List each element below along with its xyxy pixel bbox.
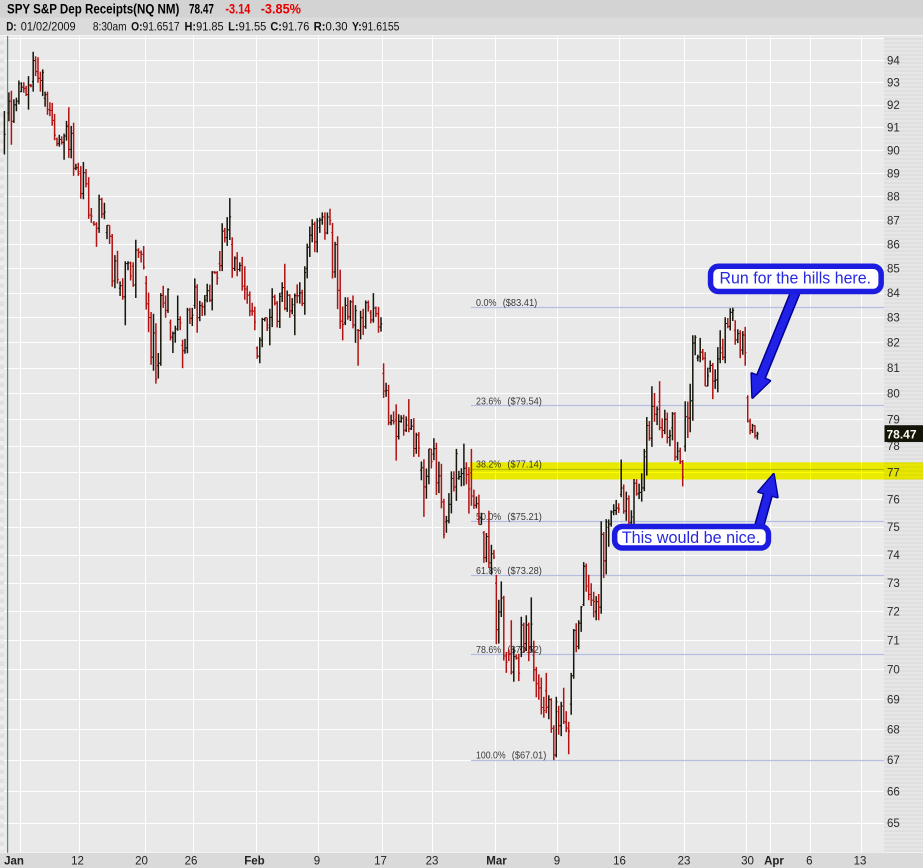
svg-text:84: 84 (887, 288, 900, 300)
svg-text:Feb: Feb (244, 856, 264, 868)
svg-text:C:91.76: C:91.76 (270, 19, 309, 33)
svg-text:This would be nice.: This would be nice. (622, 529, 761, 547)
svg-text:74: 74 (887, 550, 900, 562)
svg-text:Y:91.6155: Y:91.6155 (352, 19, 400, 33)
svg-text:85: 85 (887, 263, 900, 275)
svg-text:94: 94 (887, 55, 900, 67)
svg-text:9: 9 (314, 856, 320, 868)
svg-text:78.47: 78.47 (189, 2, 214, 17)
svg-text:($83.41): ($83.41) (503, 297, 538, 309)
svg-text:($67.01): ($67.01) (512, 750, 547, 762)
svg-text:68: 68 (887, 725, 900, 737)
svg-text:($70.52): ($70.52) (507, 644, 542, 656)
svg-text:82: 82 (887, 338, 900, 350)
svg-text:0.0%: 0.0% (476, 297, 497, 309)
svg-text:($73.28): ($73.28) (507, 565, 542, 577)
svg-text:76: 76 (887, 495, 900, 507)
svg-text:Jan: Jan (4, 856, 24, 868)
svg-text:8:30am: 8:30am (93, 19, 127, 33)
svg-text:86: 86 (887, 239, 900, 251)
svg-text:73: 73 (887, 578, 900, 590)
svg-text:D:: D: (6, 19, 16, 33)
svg-text:61.8%: 61.8% (476, 565, 501, 577)
svg-text:100.0%: 100.0% (476, 750, 506, 762)
svg-text:78.6%: 78.6% (476, 644, 501, 656)
svg-text:89: 89 (887, 168, 900, 180)
svg-text:79: 79 (887, 415, 900, 427)
svg-text:-3.85%: -3.85% (261, 2, 301, 17)
svg-text:12: 12 (71, 856, 84, 868)
svg-text:78.47: 78.47 (887, 428, 917, 442)
svg-text:75: 75 (887, 522, 900, 534)
svg-text:71: 71 (887, 635, 900, 647)
svg-text:30: 30 (741, 856, 754, 868)
svg-text:91: 91 (887, 123, 900, 135)
svg-text:69: 69 (887, 694, 900, 706)
svg-text:93: 93 (887, 78, 900, 90)
svg-text:65: 65 (887, 818, 900, 830)
svg-text:17: 17 (374, 856, 387, 868)
svg-text:88: 88 (887, 192, 900, 204)
svg-text:9: 9 (554, 856, 560, 868)
svg-text:90: 90 (887, 145, 900, 157)
svg-text:92: 92 (887, 100, 900, 112)
svg-text:78: 78 (887, 441, 900, 453)
svg-text:SPY S&P Dep Receipts(NQ NM): SPY S&P Dep Receipts(NQ NM) (7, 2, 179, 17)
svg-text:67: 67 (887, 755, 900, 767)
svg-text:R:0.30: R:0.30 (314, 19, 348, 33)
svg-text:83: 83 (887, 313, 900, 325)
svg-text:20: 20 (135, 856, 148, 868)
svg-text:13: 13 (854, 856, 867, 868)
svg-text:23: 23 (426, 856, 439, 868)
svg-text:Mar: Mar (486, 856, 507, 868)
svg-text:L:91.55: L:91.55 (228, 19, 266, 33)
svg-text:-3.14: -3.14 (225, 2, 250, 17)
svg-text:H:91.85: H:91.85 (185, 19, 224, 33)
svg-text:26: 26 (185, 856, 198, 868)
svg-text:01/02/2009: 01/02/2009 (21, 19, 76, 33)
svg-text:66: 66 (887, 786, 900, 798)
svg-text:23.6%: 23.6% (476, 395, 501, 407)
svg-text:70: 70 (887, 665, 900, 677)
svg-text:81: 81 (887, 363, 900, 375)
svg-text:($75.21): ($75.21) (507, 511, 542, 523)
svg-text:16: 16 (613, 856, 626, 868)
svg-text:6: 6 (806, 856, 812, 868)
svg-text:Apr: Apr (764, 856, 784, 868)
svg-text:($79.54): ($79.54) (507, 395, 542, 407)
svg-text:87: 87 (887, 215, 900, 227)
svg-text:Run for the hills here.: Run for the hills here. (720, 270, 872, 288)
svg-text:72: 72 (887, 607, 900, 619)
svg-text:O:91.6517: O:91.6517 (131, 19, 180, 33)
svg-text:23: 23 (678, 856, 691, 868)
svg-text:77: 77 (887, 468, 900, 480)
svg-text:80: 80 (887, 389, 900, 401)
